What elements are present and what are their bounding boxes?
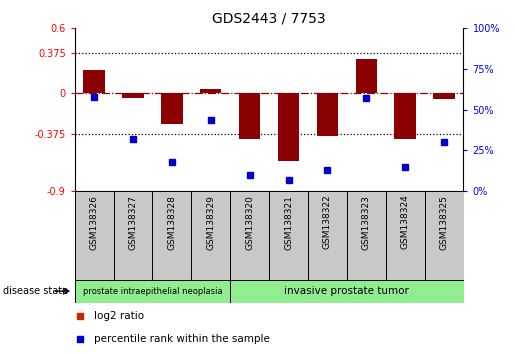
Bar bbox=[152, 191, 191, 280]
Text: GSM138325: GSM138325 bbox=[440, 195, 449, 250]
Bar bbox=[161, 93, 183, 124]
Bar bbox=[122, 93, 144, 98]
Text: invasive prostate tumor: invasive prostate tumor bbox=[284, 286, 409, 296]
Text: GSM138324: GSM138324 bbox=[401, 195, 409, 250]
Bar bbox=[191, 191, 230, 280]
Text: GSM138327: GSM138327 bbox=[129, 195, 138, 250]
Text: GSM138323: GSM138323 bbox=[362, 195, 371, 250]
Text: percentile rank within the sample: percentile rank within the sample bbox=[94, 334, 269, 344]
Bar bbox=[75, 191, 113, 280]
Bar bbox=[230, 280, 464, 303]
Bar bbox=[278, 93, 299, 161]
Text: GSM138328: GSM138328 bbox=[167, 195, 176, 250]
Text: disease state: disease state bbox=[3, 286, 67, 296]
Text: GSM138322: GSM138322 bbox=[323, 195, 332, 250]
Bar bbox=[269, 191, 308, 280]
Bar bbox=[433, 93, 455, 99]
Text: GSM138326: GSM138326 bbox=[90, 195, 98, 250]
Bar bbox=[113, 191, 152, 280]
Text: GSM138329: GSM138329 bbox=[207, 195, 215, 250]
Bar bbox=[347, 191, 386, 280]
Text: GSM138320: GSM138320 bbox=[245, 195, 254, 250]
Bar bbox=[75, 280, 230, 303]
Bar bbox=[386, 191, 424, 280]
Bar bbox=[83, 70, 105, 93]
Title: GDS2443 / 7753: GDS2443 / 7753 bbox=[212, 12, 326, 26]
Bar bbox=[394, 93, 416, 139]
Text: log2 ratio: log2 ratio bbox=[94, 311, 144, 321]
Bar bbox=[239, 93, 261, 139]
Bar bbox=[230, 191, 269, 280]
Text: GSM138321: GSM138321 bbox=[284, 195, 293, 250]
Text: prostate intraepithelial neoplasia: prostate intraepithelial neoplasia bbox=[82, 287, 222, 296]
Bar bbox=[355, 59, 377, 93]
Bar bbox=[424, 191, 464, 280]
Bar bbox=[317, 93, 338, 136]
Bar bbox=[200, 89, 221, 93]
Bar bbox=[308, 191, 347, 280]
